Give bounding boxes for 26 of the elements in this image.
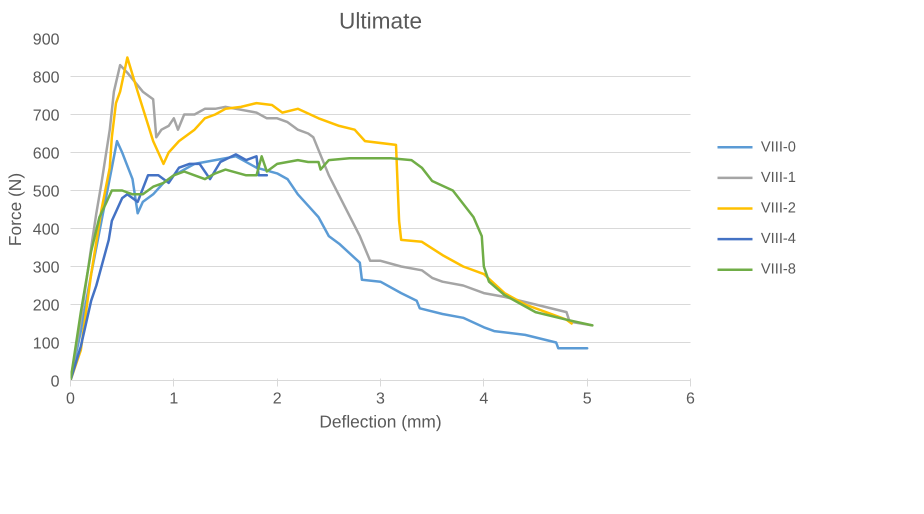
legend-label: VIII-1 [760,170,796,186]
y-tick-label: 100 [32,336,60,352]
y-tick-label: 200 [32,298,60,314]
y-tick-label: 800 [32,70,60,86]
legend-label: VIII-8 [760,262,796,278]
y-tick-label: 300 [32,260,60,276]
legend-label: VIII-0 [760,139,796,156]
x-tick-label: 2 [272,390,282,408]
x-tick-label: 1 [169,390,178,408]
legend-label: VIII-4 [760,231,796,248]
chart-title: Ultimate [338,8,422,34]
y-tick-label: 900 [32,32,60,48]
y-tick-label: 500 [32,184,60,200]
x-tick-label: 6 [686,390,696,408]
y-axis-title: Force (N) [4,172,25,246]
y-tick-label: 700 [32,108,60,124]
y-tick-label: 600 [32,146,60,162]
line-series [70,153,268,380]
x-axis-title: Deflection (mm) [319,412,442,432]
legend-label: VIII-2 [760,200,796,216]
x-tick-label: 3 [376,390,386,408]
x-tick-label: 5 [582,390,592,408]
x-tick-label: 4 [479,390,488,408]
x-tick-label: 0 [66,390,76,408]
y-tick-label: 0 [50,374,60,390]
y-tick-label: 400 [32,222,60,238]
